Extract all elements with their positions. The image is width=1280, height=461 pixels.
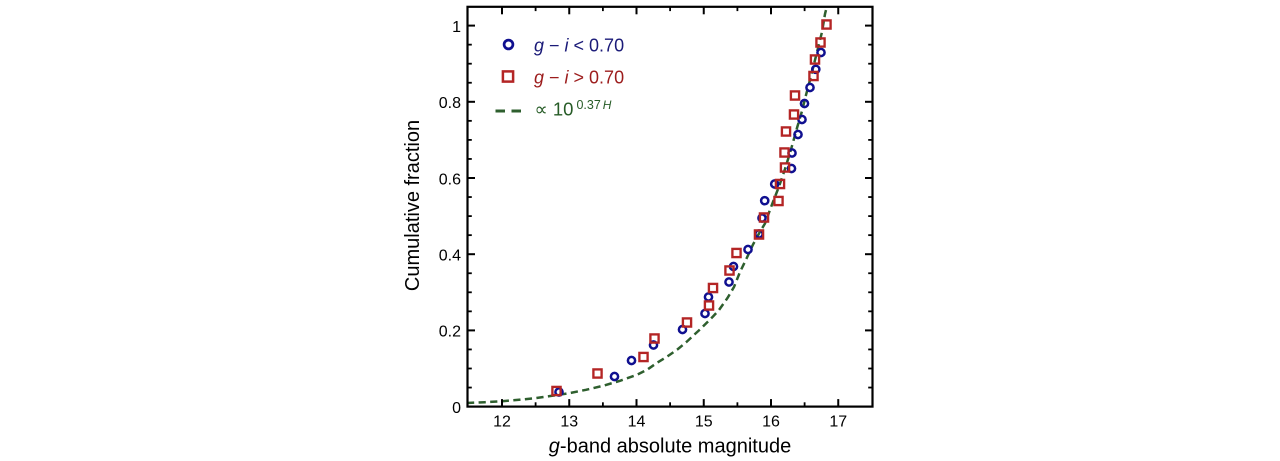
- svg-text:16: 16: [762, 414, 780, 431]
- svg-text:1: 1: [452, 19, 461, 36]
- svg-text:Cumulative fraction: Cumulative fraction: [402, 120, 424, 291]
- svg-text:0.4: 0.4: [439, 248, 461, 265]
- svg-text:0: 0: [452, 400, 461, 417]
- svg-text:15: 15: [695, 414, 713, 431]
- svg-text:0.8: 0.8: [439, 95, 461, 112]
- svg-text:0.6: 0.6: [439, 171, 461, 188]
- svg-text:12: 12: [493, 414, 511, 431]
- svg-text:g − i < 0.70: g − i < 0.70: [534, 36, 624, 56]
- svg-text:∝ 100.37H: ∝ 10 0.37 H: [535, 98, 612, 119]
- svg-text:0.2: 0.2: [439, 324, 461, 341]
- svg-text:13: 13: [560, 414, 578, 431]
- svg-text:g-band absolute magnitude: g-band absolute magnitude: [549, 436, 791, 458]
- svg-text:17: 17: [829, 414, 847, 431]
- svg-text:g − i > 0.70: g − i > 0.70: [534, 68, 624, 88]
- svg-text:14: 14: [628, 414, 646, 431]
